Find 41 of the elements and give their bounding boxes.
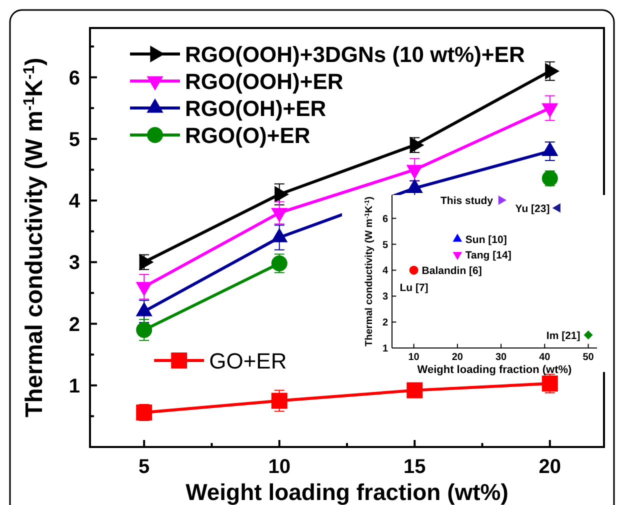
x-tick-label: 40 (539, 352, 551, 363)
y-tick-label: 1 (382, 344, 388, 354)
x-tick-label: 20 (452, 352, 464, 363)
x-tick-label: 15 (404, 456, 426, 478)
y-tick-label: 5 (68, 128, 80, 151)
y-tick-label: 3 (382, 292, 388, 303)
series-label: Balandin [6] (422, 265, 482, 278)
y-tick-label: 3 (68, 252, 80, 274)
point (409, 266, 418, 275)
x-tick-label: 20 (538, 456, 562, 478)
x-tick-label: 50 (582, 352, 594, 363)
series-label: Yu [23] (515, 202, 550, 215)
point (452, 234, 462, 242)
x-tick-label: 5 (138, 456, 150, 478)
series-label: This study (440, 195, 494, 208)
y-tick-label: 2 (382, 318, 388, 329)
point (498, 196, 506, 205)
y-tick-label: 6 (68, 67, 80, 90)
legend-label: RGO(O)+ER (185, 123, 310, 148)
legend-label: RGO(OOH)+ER (185, 69, 344, 94)
legend-label: RGO(OOH)+3DGNs (10 wt%)+ER (185, 42, 525, 67)
point (452, 252, 462, 260)
point (584, 330, 593, 340)
x-tick-label: 10 (408, 352, 420, 363)
x-axis-title: Weight loading fraction (wt%) (186, 479, 508, 505)
y-tick-label: 6 (382, 214, 388, 225)
legend-label: RGO(OH)+ER (185, 96, 326, 121)
annotation: Lu [7] (400, 282, 428, 294)
y-tick-label: 4 (68, 190, 81, 213)
x-axis-title: Weight loading fraction (wt%) (417, 364, 572, 376)
series-label: Im [21] (546, 330, 580, 342)
x-tick-label: 10 (268, 456, 290, 478)
point (552, 203, 560, 213)
legend-label: GO+ER (209, 348, 287, 374)
x-tick-label: 30 (495, 352, 508, 363)
series-label: Tang [14] (465, 250, 512, 262)
series-label: Sun [10] (465, 234, 507, 246)
y-tick-label: 5 (382, 240, 388, 251)
y-tick-label: 2 (68, 314, 80, 336)
y-tick-label: 1 (68, 375, 80, 398)
y-tick-label: 4 (382, 266, 388, 277)
